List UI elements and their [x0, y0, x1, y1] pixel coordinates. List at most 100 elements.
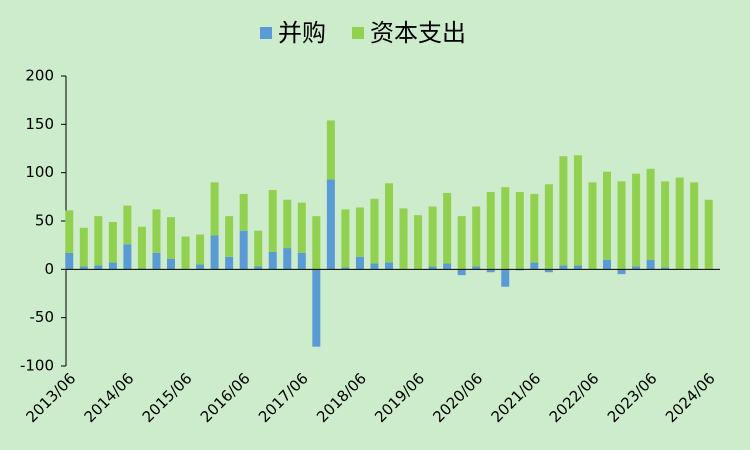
bar	[167, 258, 175, 270]
legend-swatch	[260, 27, 272, 39]
bar	[326, 179, 335, 270]
x-tick-label: 2024/06	[662, 369, 719, 426]
bar	[108, 221, 117, 263]
bar	[210, 182, 219, 236]
bar	[312, 269, 321, 347]
bar	[501, 269, 510, 287]
bar	[370, 263, 379, 270]
bar	[414, 215, 423, 270]
bar	[167, 217, 175, 259]
y-tick-label: -50	[30, 308, 55, 326]
bar	[704, 199, 713, 270]
x-tick-label: 2021/06	[488, 369, 545, 426]
bar	[530, 193, 539, 263]
y-tick-label: 100	[25, 163, 54, 181]
x-tick-label: 2015/06	[139, 369, 196, 426]
bar	[239, 230, 248, 270]
bar	[385, 183, 393, 263]
y-tick-label: 0	[44, 260, 54, 278]
x-tick-label: 2017/06	[255, 369, 312, 426]
bar	[79, 266, 88, 270]
bar	[472, 206, 481, 267]
bar	[254, 266, 263, 270]
bar	[646, 168, 655, 260]
bar	[603, 171, 611, 260]
bar	[65, 210, 74, 253]
bar	[573, 265, 582, 270]
bar	[617, 181, 626, 270]
bar	[225, 256, 234, 270]
bar	[559, 156, 568, 266]
bar	[617, 269, 626, 275]
bar	[341, 267, 350, 270]
bar	[530, 262, 539, 270]
bar	[385, 262, 393, 270]
x-tick-label: 2013/06	[22, 369, 79, 426]
x-tick-label: 2019/06	[371, 369, 428, 426]
bar	[457, 216, 466, 270]
bar	[297, 252, 306, 270]
bar	[588, 182, 597, 270]
bar	[603, 259, 611, 270]
bar	[632, 266, 641, 270]
bar	[428, 206, 437, 267]
y-tick-label: 50	[35, 212, 54, 230]
bar	[399, 208, 408, 270]
bar	[355, 256, 364, 270]
y-tick-label: -100	[20, 357, 54, 375]
bar	[65, 252, 74, 270]
bar	[632, 173, 641, 267]
x-tick-label: 2018/06	[313, 369, 370, 426]
y-tick-label: 150	[25, 115, 54, 133]
bar	[283, 248, 292, 270]
bar	[341, 209, 350, 268]
bar	[181, 236, 190, 270]
bar	[137, 226, 146, 269]
x-tick-label: 2023/06	[604, 369, 661, 426]
x-tick-label: 2020/06	[429, 369, 486, 426]
x-tick-label: 2016/06	[197, 369, 254, 426]
bar	[646, 259, 655, 270]
bar	[573, 155, 582, 266]
bar	[559, 265, 568, 270]
bar	[94, 265, 103, 270]
bar	[486, 269, 495, 273]
bar	[297, 202, 306, 253]
bar	[312, 216, 321, 270]
bar	[210, 235, 219, 270]
legend-label: 资本支出	[370, 19, 466, 47]
bar	[196, 264, 205, 270]
bar	[123, 244, 132, 270]
bar	[661, 267, 670, 270]
bar	[544, 184, 553, 270]
bar	[123, 205, 132, 245]
y-tick-label: 200	[25, 67, 54, 85]
bar	[355, 207, 364, 257]
bar	[254, 230, 263, 267]
bar	[196, 234, 205, 265]
bar	[79, 227, 88, 267]
bar	[443, 263, 452, 270]
bar	[268, 190, 277, 252]
bar	[428, 266, 437, 270]
bar	[268, 251, 277, 270]
bar	[225, 216, 234, 257]
bar	[283, 199, 292, 249]
bar	[661, 181, 670, 268]
bar	[457, 269, 466, 276]
bar	[152, 252, 161, 270]
bar	[326, 120, 335, 180]
legend-swatch	[352, 27, 364, 39]
bar	[515, 192, 524, 270]
x-tick-label: 2022/06	[546, 369, 603, 426]
bar	[370, 198, 379, 264]
bar	[486, 192, 495, 270]
bar	[443, 192, 452, 264]
bar	[675, 177, 684, 270]
bar	[690, 182, 699, 270]
x-tick-label: 2014/06	[81, 369, 138, 426]
bar	[239, 193, 248, 231]
bar	[501, 187, 510, 270]
